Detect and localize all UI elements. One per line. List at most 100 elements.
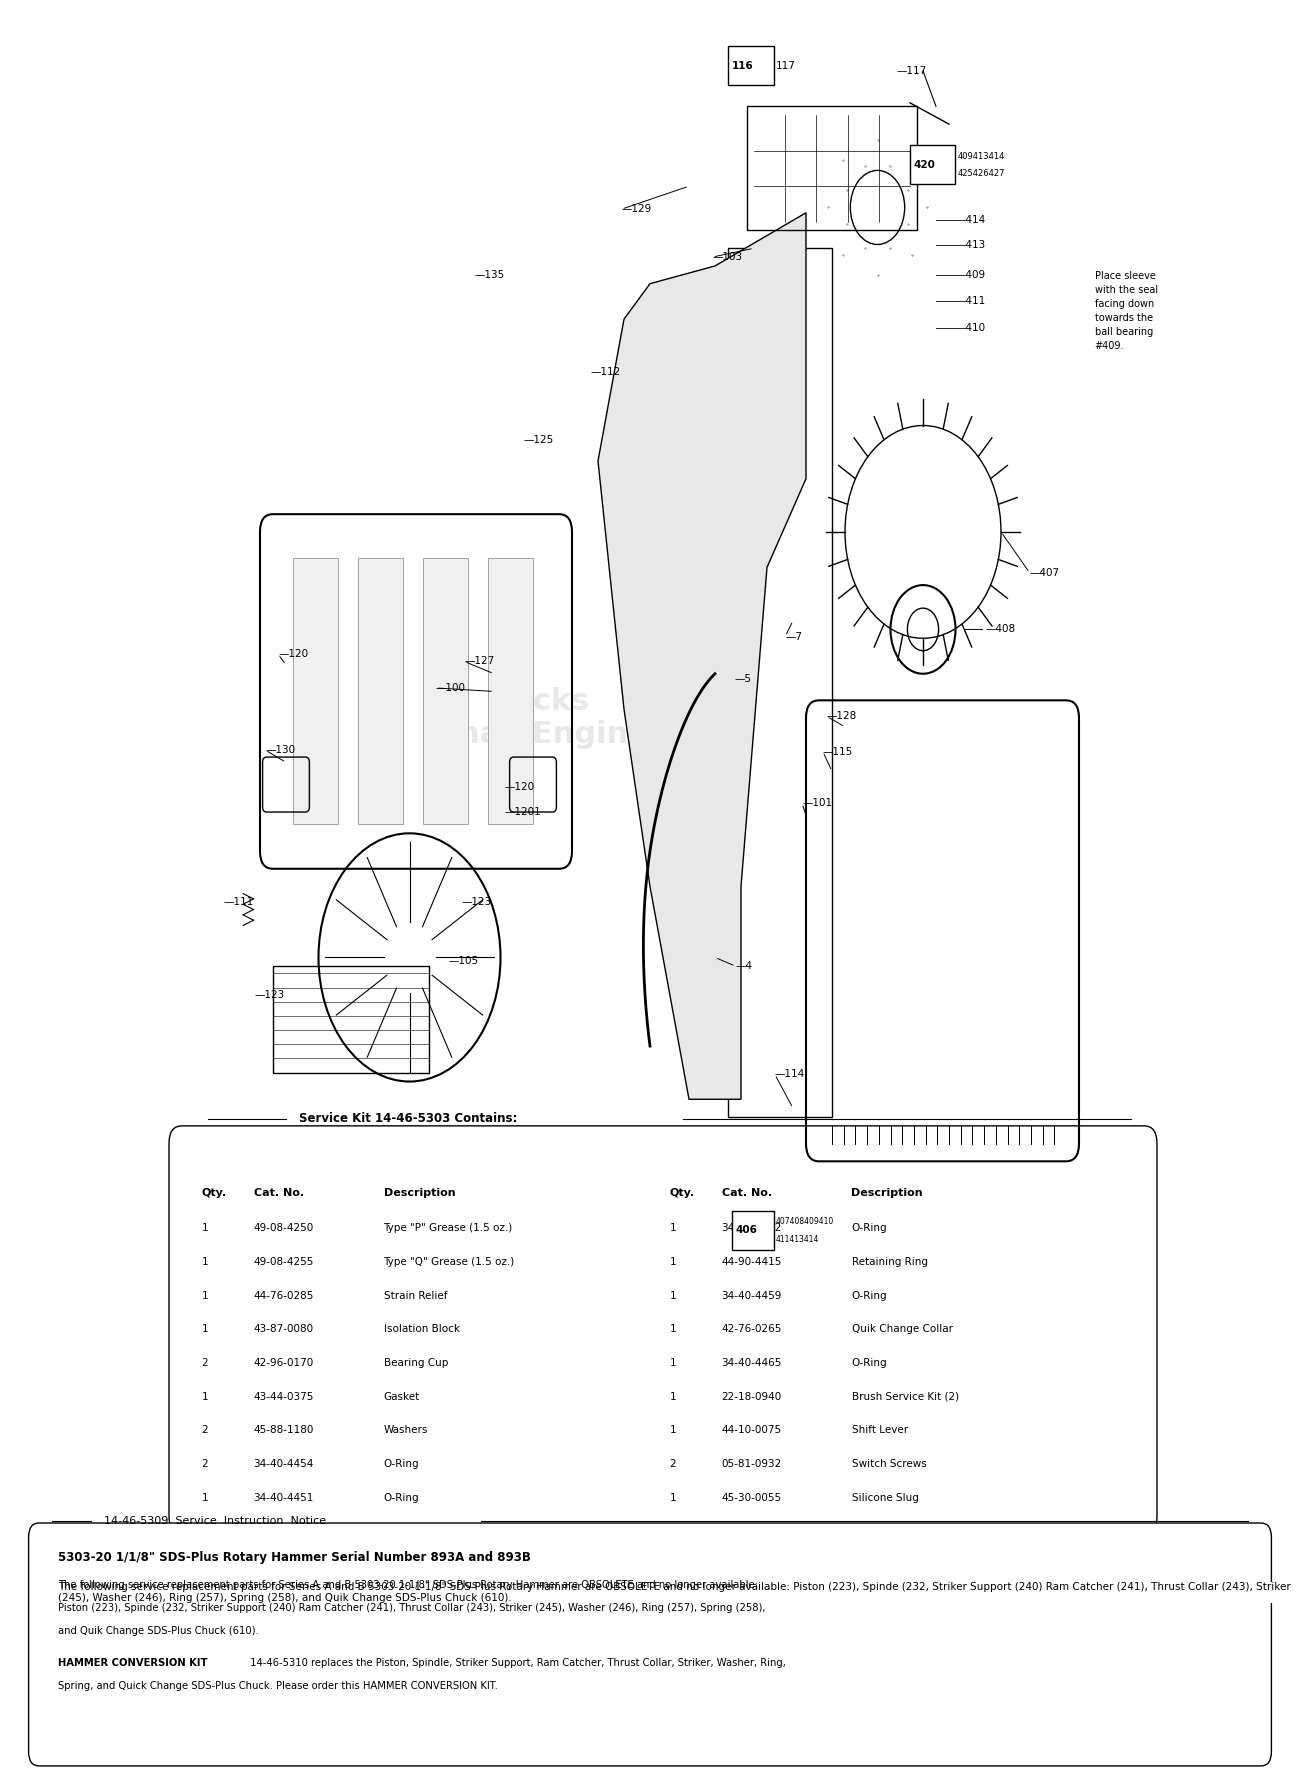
Text: —410: —410: [956, 323, 985, 333]
Text: —112: —112: [590, 367, 620, 378]
Text: 1: 1: [670, 1425, 676, 1436]
Text: —413: —413: [956, 239, 985, 250]
Text: —114: —114: [775, 1069, 805, 1080]
FancyBboxPatch shape: [169, 1126, 1157, 1534]
Text: 406: 406: [736, 1225, 758, 1236]
Text: and Quik Change SDS-Plus Chuck (610).: and Quik Change SDS-Plus Chuck (610).: [58, 1626, 259, 1636]
Text: 1: 1: [670, 1392, 676, 1402]
Text: O-Ring: O-Ring: [384, 1493, 419, 1504]
FancyBboxPatch shape: [29, 1523, 1271, 1766]
Text: —129: —129: [621, 204, 651, 215]
Text: 1: 1: [670, 1257, 676, 1268]
Text: Cat. No.: Cat. No.: [254, 1188, 304, 1199]
Text: —120: —120: [504, 782, 534, 793]
Text: Type "P" Grease (1.5 oz.): Type "P" Grease (1.5 oz.): [384, 1223, 512, 1234]
Text: —407: —407: [1030, 567, 1060, 578]
Bar: [488, 558, 533, 824]
Text: Cat. No.: Cat. No.: [722, 1188, 772, 1199]
Text: —105: —105: [448, 956, 478, 966]
Text: Jacks
Small Engines: Jacks Small Engines: [425, 686, 667, 750]
Text: 117: 117: [776, 60, 796, 71]
Text: 34-40-4452: 34-40-4452: [722, 1223, 781, 1234]
Text: —135: —135: [474, 269, 504, 280]
Text: 407408409410: 407408409410: [776, 1216, 835, 1227]
Bar: [358, 558, 403, 824]
Text: Gasket: Gasket: [384, 1392, 420, 1402]
Text: —100: —100: [436, 683, 465, 693]
Bar: [728, 46, 774, 85]
Text: 1: 1: [670, 1493, 676, 1504]
Text: Shift Lever: Shift Lever: [852, 1425, 907, 1436]
Text: Qty.: Qty.: [202, 1188, 226, 1199]
Text: Place sleeve
with the seal
facing down
towards the
ball bearing
#409.: Place sleeve with the seal facing down t…: [1095, 271, 1158, 351]
Bar: [732, 1211, 774, 1250]
Bar: [422, 558, 468, 824]
Text: 1: 1: [202, 1324, 208, 1335]
Text: 14-46-5310 replaces the Piston, Spindle, Striker Support, Ram Catcher, Thrust Co: 14-46-5310 replaces the Piston, Spindle,…: [247, 1658, 786, 1668]
Text: Isolation Block: Isolation Block: [384, 1324, 459, 1335]
Text: 34-40-4459: 34-40-4459: [722, 1291, 781, 1301]
Text: 1: 1: [202, 1493, 208, 1504]
Text: —117: —117: [897, 66, 927, 76]
Text: —130: —130: [265, 745, 295, 755]
Text: 22-18-0940: 22-18-0940: [722, 1392, 781, 1402]
Text: 1: 1: [670, 1223, 676, 1234]
Text: 49-08-4250: 49-08-4250: [254, 1223, 313, 1234]
Text: O-Ring: O-Ring: [852, 1358, 887, 1369]
Text: —414: —414: [956, 215, 985, 225]
Text: Retaining Ring: Retaining Ring: [852, 1257, 927, 1268]
Text: —115: —115: [823, 746, 853, 757]
Text: 05-81-0932: 05-81-0932: [722, 1459, 781, 1470]
Text: 44-10-0075: 44-10-0075: [722, 1425, 781, 1436]
Text: O-Ring: O-Ring: [852, 1223, 887, 1234]
Text: 1: 1: [670, 1324, 676, 1335]
Text: —409: —409: [956, 269, 985, 280]
Text: 34-40-4451: 34-40-4451: [254, 1493, 313, 1504]
Bar: [273, 966, 429, 1073]
Text: Silicone Slug: Silicone Slug: [852, 1493, 918, 1504]
Text: 1: 1: [202, 1223, 208, 1234]
Text: 1: 1: [202, 1257, 208, 1268]
Text: —4: —4: [736, 961, 753, 972]
Text: —411: —411: [956, 296, 985, 307]
Text: 5303-20 1/1/8" SDS-Plus Rotary Hammer Serial Number 893A and 893B: 5303-20 1/1/8" SDS-Plus Rotary Hammer Se…: [58, 1551, 532, 1564]
Text: Switch Screws: Switch Screws: [852, 1459, 926, 1470]
Text: 1: 1: [202, 1392, 208, 1402]
Text: 49-08-4255: 49-08-4255: [254, 1257, 313, 1268]
Text: —408: —408: [985, 624, 1015, 635]
Text: 116: 116: [732, 60, 754, 71]
Text: —127: —127: [464, 656, 494, 667]
Text: —111: —111: [224, 897, 254, 908]
Text: 420: 420: [914, 160, 936, 170]
Text: Strain Relief: Strain Relief: [384, 1291, 447, 1301]
Text: 1: 1: [670, 1291, 676, 1301]
Text: 34-40-4454: 34-40-4454: [254, 1459, 313, 1470]
Text: 45-88-1180: 45-88-1180: [254, 1425, 313, 1436]
Text: The following service replacement parts for Series A and B 5303-20 1-1/8" SDS-Pl: The following service replacement parts …: [58, 1582, 1291, 1603]
Text: Qty.: Qty.: [670, 1188, 694, 1199]
Text: 425426427: 425426427: [958, 168, 1006, 179]
Text: —5: —5: [734, 674, 751, 684]
Text: Description: Description: [852, 1188, 923, 1199]
Text: Washers: Washers: [384, 1425, 428, 1436]
Text: 409413414: 409413414: [958, 151, 1005, 161]
Text: 45-30-0055: 45-30-0055: [722, 1493, 781, 1504]
Text: 411413414: 411413414: [776, 1234, 819, 1245]
Text: —103: —103: [712, 252, 742, 262]
Text: Bearing Cup: Bearing Cup: [384, 1358, 448, 1369]
Text: 2: 2: [202, 1425, 208, 1436]
Text: —101: —101: [802, 798, 832, 808]
Text: 14-46-5309  Service  Instruction  Notice: 14-46-5309 Service Instruction Notice: [104, 1516, 326, 1527]
Text: O-Ring: O-Ring: [852, 1291, 887, 1301]
Bar: [910, 145, 955, 184]
Bar: [292, 558, 338, 824]
Text: Description: Description: [384, 1188, 455, 1199]
Text: —128: —128: [827, 711, 857, 722]
Text: 2: 2: [202, 1358, 208, 1369]
Text: 2: 2: [202, 1459, 208, 1470]
Bar: [728, 248, 832, 1117]
Text: Service Kit 14-46-5303 Contains:: Service Kit 14-46-5303 Contains:: [299, 1112, 517, 1126]
Text: 1: 1: [670, 1358, 676, 1369]
Text: 34-40-4465: 34-40-4465: [722, 1358, 781, 1369]
Text: —123: —123: [255, 989, 285, 1000]
